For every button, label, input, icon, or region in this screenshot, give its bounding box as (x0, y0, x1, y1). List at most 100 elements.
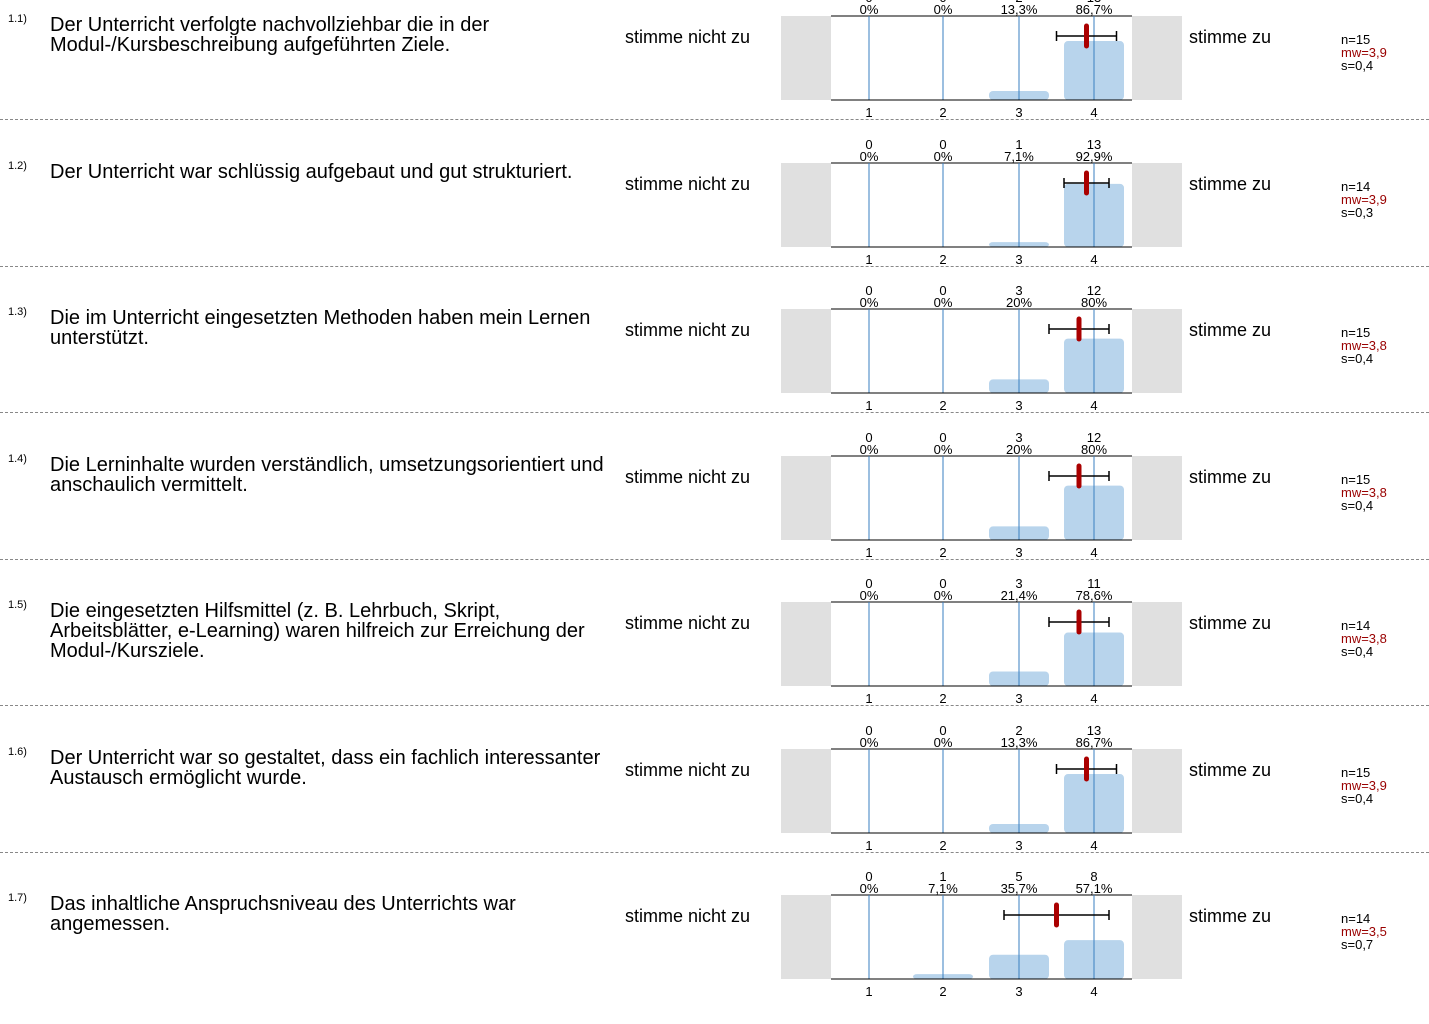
tick-label: 1 (865, 545, 872, 560)
stat-sd: s=0,7 (1341, 937, 1374, 952)
stat-mean: mw=3,8 (1341, 338, 1387, 353)
scale-right-label: stimme zu (1189, 27, 1272, 47)
distribution-chart: 0 0 3 120% 0% 20% 80%1 2 3 4 (781, 430, 1182, 560)
count-label: 0 (939, 0, 946, 5)
stats-block: n=15 mw=3,8 s=0,4 (1341, 473, 1387, 512)
count-label: 11 (1087, 576, 1101, 591)
tick-label: 1 (865, 838, 872, 853)
tick-label: 4 (1090, 545, 1097, 560)
count-label: 1 (939, 869, 946, 884)
question-number: 1.5) (8, 599, 27, 611)
count-label: 0 (939, 430, 946, 445)
count-label: 0 (939, 283, 946, 298)
stat-n: n=14 (1341, 179, 1371, 194)
scale-left-label: stimme nicht zu (625, 613, 751, 633)
count-label: 0 (939, 137, 946, 152)
stat-mean: mw=3,8 (1341, 485, 1387, 500)
side-box-right (1132, 895, 1182, 979)
percent-label: 0% (934, 588, 953, 603)
tick-label: 1 (865, 105, 872, 120)
tick-label: 2 (939, 252, 946, 267)
percent-label: 13,3% (1001, 735, 1038, 750)
stat-sd: s=0,4 (1341, 791, 1374, 806)
percent-label: 35,7% (1001, 881, 1038, 896)
tick-label: 4 (1090, 838, 1097, 853)
scale-left-label: stimme nicht zu (625, 467, 751, 487)
tick-label: 2 (939, 838, 946, 853)
stat-sd: s=0,4 (1341, 498, 1374, 513)
row-separator (0, 559, 1429, 560)
stat-n: n=15 (1341, 472, 1371, 487)
count-label: 0 (939, 723, 946, 738)
tick-label: 1 (865, 691, 872, 706)
question-text: Der Unterricht war schlüssig aufgebaut u… (50, 161, 573, 183)
distribution-chart: 0 0 2 13 0% 0% 13,3% 86,7% 1 2 3 4 (781, 723, 1182, 853)
side-box-right (1132, 16, 1182, 100)
tick-label: 4 (1090, 691, 1097, 706)
count-label: 3 (1015, 283, 1022, 298)
percent-label: 20% (1006, 442, 1032, 457)
percent-label: 0% (934, 2, 953, 17)
count-label: 0 (865, 283, 872, 298)
side-box-right (1132, 309, 1182, 393)
question-number: 1.3) (8, 306, 27, 318)
question-text: Die im Unterricht eingesetzten Methoden … (50, 307, 591, 349)
question-number: 1.7) (8, 892, 27, 904)
question-row: 1.1) Der Unterricht verfolgte nachvollzie… (0, 0, 1429, 145)
tick-label: 4 (1090, 984, 1097, 999)
count-label: 0 (865, 137, 872, 152)
stat-sd: s=0,4 (1341, 644, 1374, 659)
tick-label: 3 (1015, 105, 1022, 120)
tick-label: 2 (939, 984, 946, 999)
tick-label: 2 (939, 545, 946, 560)
percent-label: 7,1% (928, 881, 958, 896)
percent-label: 7,1% (1004, 149, 1034, 164)
tick-label: 4 (1090, 252, 1097, 267)
percent-label: 0% (860, 149, 879, 164)
count-label: 1 (1015, 137, 1022, 152)
percent-label: 0% (934, 149, 953, 164)
side-box-left (781, 456, 831, 540)
row-separator (0, 412, 1429, 413)
tick-label: 2 (939, 398, 946, 413)
side-box-right (1132, 749, 1182, 833)
stat-n: n=14 (1341, 618, 1371, 633)
question-text: Die Lerninhalte wurden verständlich, ums… (50, 454, 604, 496)
percent-label: 0% (860, 2, 879, 17)
percent-label: 0% (860, 442, 879, 457)
tick-label: 1 (865, 252, 872, 267)
question-text: Das inhaltliche Anspruchsniveau des Unte… (50, 893, 516, 935)
count-label: 2 (1015, 0, 1022, 5)
side-box-left (781, 309, 831, 393)
question-row: 1.7) Das inhaltliche Anspruchsniveau des … (0, 869, 1429, 1024)
tick-label: 3 (1015, 545, 1022, 560)
scale-left-label: stimme nicht zu (625, 320, 751, 340)
scale-right-label: stimme zu (1189, 320, 1272, 340)
percent-label: 57,1% (1076, 881, 1113, 896)
percent-label: 0% (934, 295, 953, 310)
stat-n: n=15 (1341, 325, 1371, 340)
stats-block: n=14 mw=3,9 s=0,3 (1341, 180, 1387, 219)
question-row: 1.2) Der Unterricht war schlüssig aufgeba… (0, 137, 1429, 292)
percent-label: 0% (860, 588, 879, 603)
percent-label: 86,7% (1076, 735, 1113, 750)
percent-label: 0% (934, 442, 953, 457)
question-text: Der Unterricht verfolgte nachvollziehbar… (50, 14, 490, 56)
question-row: 1.5) Die eingesetzten Hilfsmittel (z. B. … (0, 576, 1429, 731)
percent-label: 78,6% (1076, 588, 1113, 603)
count-label: 13 (1087, 0, 1101, 5)
distribution-chart: 0 0 3 120% 0% 20% 80%1 2 3 4 (781, 283, 1182, 413)
percent-label: 0% (860, 295, 879, 310)
stat-sd: s=0,4 (1341, 351, 1374, 366)
side-box-right (1132, 602, 1182, 686)
row-separator (0, 705, 1429, 706)
percent-label: 80% (1081, 295, 1107, 310)
percent-label: 0% (934, 735, 953, 750)
tick-label: 3 (1015, 984, 1022, 999)
percent-label: 13,3% (1001, 2, 1038, 17)
scale-right-label: stimme zu (1189, 174, 1272, 194)
percent-label: 0% (860, 881, 879, 896)
scale-left-label: stimme nicht zu (625, 27, 751, 47)
stat-mean: mw=3,5 (1341, 924, 1387, 939)
question-number: 1.4) (8, 453, 27, 465)
